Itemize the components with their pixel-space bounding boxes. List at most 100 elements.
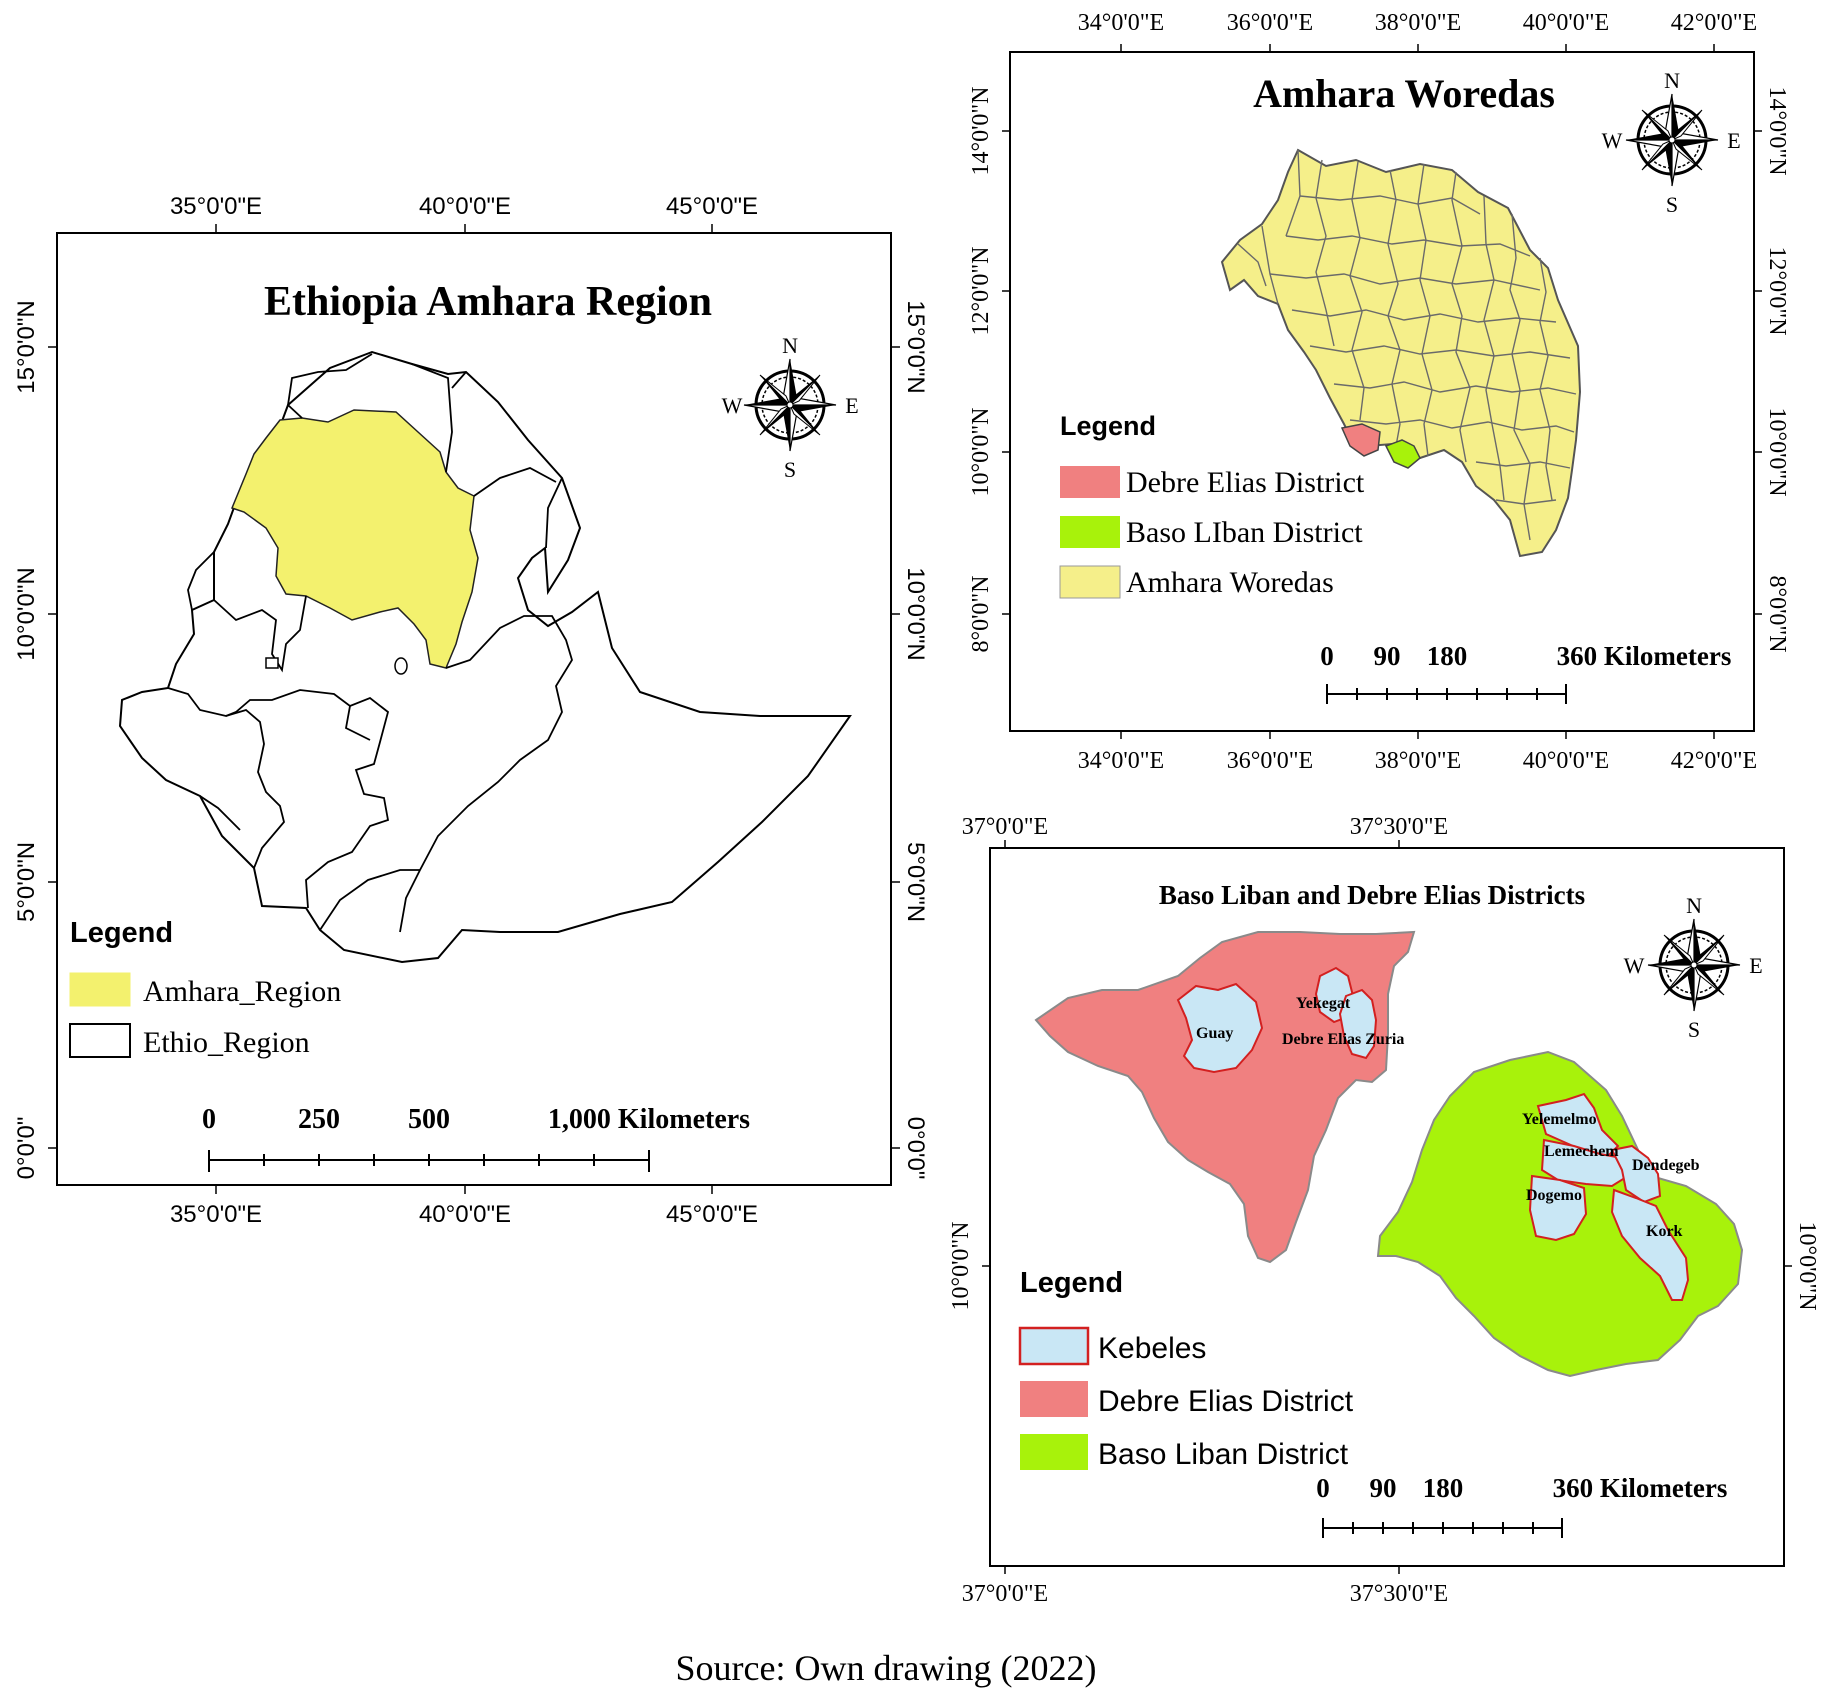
map1-lat-tick-left: 10°0'0"N <box>13 567 40 660</box>
map2-baso-liban-shape <box>1384 439 1421 469</box>
svg-text:S: S <box>784 457 796 482</box>
kebele-yelemelmo-shape <box>1536 1092 1620 1158</box>
svg-text:N: N <box>1664 68 1680 93</box>
kebele-debre-elias-zuria-shape <box>1338 988 1378 1060</box>
map1-title: Ethiopia Amhara Region <box>264 279 712 325</box>
svg-text:S: S <box>1666 192 1678 217</box>
amhara-region-shape <box>231 409 479 669</box>
kebele-label: Guay <box>1196 1025 1233 1042</box>
ethiopia-internal-borders <box>167 353 573 933</box>
kebele-dendegeb-shape <box>1610 1144 1662 1204</box>
svg-text:0: 0 <box>1320 641 1334 671</box>
map3-lat-tick-left: 10°0'0"N <box>948 1221 974 1310</box>
map-ethiopia-amhara: 35°0'0"E 40°0'0"E 45°0'0"E 35°0'0"E 40°0… <box>13 193 929 1228</box>
kebele-label: Dendegeb <box>1632 1157 1700 1174</box>
map2-title: Amhara Woredas <box>1253 71 1555 116</box>
svg-text:37°30'0"E: 37°30'0"E <box>1350 814 1448 840</box>
map3-title: Baso Liban and Debre Elias Districts <box>1159 880 1585 910</box>
svg-text:12°0'0"N: 12°0'0"N <box>968 246 994 335</box>
svg-text:N: N <box>782 333 798 358</box>
svg-text:8°0'0"N: 8°0'0"N <box>968 575 994 652</box>
svg-text:250: 250 <box>298 1104 340 1135</box>
kebele-dogemo-shape <box>1528 1174 1588 1242</box>
svg-text:38°0'0"E: 38°0'0"E <box>1375 10 1461 36</box>
figure-caption: Source: Own drawing (2022) <box>676 1648 1097 1688</box>
map3-debre-elias-shape <box>1034 930 1416 1264</box>
map2-compass-icon: N S E W <box>1602 68 1741 217</box>
svg-text:90: 90 <box>1370 1473 1397 1503</box>
svg-text:W: W <box>1624 953 1645 978</box>
svg-text:10°0'0"N: 10°0'0"N <box>968 407 994 496</box>
svg-text:180: 180 <box>1423 1473 1464 1503</box>
svg-text:0: 0 <box>1316 1473 1330 1503</box>
map3-lon-ticks-top: 37°0'0"E 37°30'0"E <box>962 814 1448 848</box>
map1-lat-tick-right: 0°0'0" <box>902 1117 929 1180</box>
ethiopia-enclave <box>265 657 279 669</box>
map1-lon-ticks-bottom: 35°0'0"E 40°0'0"E 45°0'0"E <box>170 1185 758 1228</box>
svg-text:38°0'0"E: 38°0'0"E <box>1375 748 1461 774</box>
kebele-label: Debre Elias Zuria <box>1282 1031 1404 1048</box>
svg-text:14°0'0"N: 14°0'0"N <box>1764 86 1790 175</box>
legend-swatch-ethio <box>69 1023 131 1058</box>
map3-lat-ticks: 10°0'0"N 10°0'0"N <box>948 1221 1820 1310</box>
map2-lat-ticks-left: 14°0'0"N 12°0'0"N 10°0'0"N 8°0'0"N <box>968 86 1010 653</box>
map3-scale-bar: 0 90 180 360 Kilometers <box>1316 1473 1727 1538</box>
svg-text:36°0'0"E: 36°0'0"E <box>1227 10 1313 36</box>
map3-lat-tick-right: 10°0'0"N <box>1794 1221 1820 1310</box>
map2-debre-elias-shape <box>1340 423 1381 457</box>
svg-text:N: N <box>1686 893 1702 918</box>
map1-lat-tick-left: 5°0'0"N <box>13 842 40 922</box>
kebele-label: Dogemo <box>1526 1187 1582 1204</box>
map-amhara-woredas: 34°0'0"E 36°0'0"E 38°0'0"E 40°0'0"E 42°0… <box>968 10 1790 774</box>
map3-compass-icon: N S E W <box>1624 893 1763 1042</box>
map3-legend: Legend Kebeles Debre Elias District Baso… <box>1018 1267 1354 1471</box>
svg-text:Debre Elias District: Debre Elias District <box>1098 1385 1354 1418</box>
map1-legend: Legend Amhara_Region Ethio_Region <box>69 917 341 1059</box>
svg-text:S: S <box>1688 1017 1700 1042</box>
svg-text:360 Kilometers: 360 Kilometers <box>1557 641 1732 671</box>
woreda-boundaries <box>1237 149 1577 541</box>
svg-text:12°0'0"N: 12°0'0"N <box>1764 246 1790 335</box>
svg-text:36°0'0"E: 36°0'0"E <box>1227 748 1313 774</box>
map1-lat-tick-right: 15°0'0"N <box>902 300 929 393</box>
map1-lat-ticks-left: 15°0'0"N 10°0'0"N 5°0'0"N 0°0'0" <box>13 300 57 1179</box>
legend-swatch-baso-liban <box>1020 1434 1088 1470</box>
svg-text:37°0'0"E: 37°0'0"E <box>962 814 1048 840</box>
kebele-lemechem-shape <box>1540 1138 1630 1188</box>
map1-lat-ticks-right: 15°0'0"N 10°0'0"N 5°0'0"N 0°0'0" <box>891 300 929 1179</box>
svg-text:Baso Liban District: Baso Liban District <box>1098 1438 1349 1471</box>
map1-lon-tick-bottom: 40°0'0"E <box>419 1201 511 1228</box>
svg-text:500: 500 <box>408 1104 450 1135</box>
map1-lon-tick-bottom: 45°0'0"E <box>666 1201 758 1228</box>
svg-text:8°0'0"N: 8°0'0"N <box>1764 575 1790 652</box>
legend-swatch-debre-elias <box>1020 1381 1088 1417</box>
legend-swatch-baso-liban <box>1060 516 1120 548</box>
map1-lat-tick-right: 10°0'0"N <box>902 567 929 660</box>
legend-swatch-kebeles <box>1018 1326 1090 1366</box>
svg-text:34°0'0"E: 34°0'0"E <box>1078 748 1164 774</box>
svg-text:37°30'0"E: 37°30'0"E <box>1350 1581 1448 1607</box>
map1-legend-item-label: Ethio_Region <box>143 1026 310 1059</box>
svg-text:E: E <box>1749 953 1762 978</box>
map1-legend-item-label: Amhara_Region <box>143 975 341 1008</box>
svg-text:W: W <box>1602 128 1623 153</box>
map1-lat-tick-left: 15°0'0"N <box>13 300 40 393</box>
map3-legend-title: Legend <box>1020 1267 1123 1299</box>
kebele-kork-shape <box>1610 1188 1690 1301</box>
map1-lon-tick-top: 35°0'0"E <box>170 193 262 220</box>
kebele-label: Lemechem <box>1544 1143 1619 1160</box>
svg-text:10°0'0"N: 10°0'0"N <box>1764 407 1790 496</box>
kebele-label: Yekegat <box>1296 995 1351 1012</box>
svg-text:Baso LIban District: Baso LIban District <box>1126 516 1363 549</box>
map3-lon-ticks-bottom: 37°0'0"E 37°30'0"E <box>962 1566 1448 1607</box>
svg-text:40°0'0"E: 40°0'0"E <box>1523 10 1609 36</box>
svg-text:360 Kilometers: 360 Kilometers <box>1553 1473 1728 1503</box>
svg-text:37°0'0"E: 37°0'0"E <box>962 1581 1048 1607</box>
legend-swatch-amhara <box>69 972 131 1007</box>
map1-compass-icon: N S E W <box>722 333 859 482</box>
map1-lon-ticks-top: 35°0'0"E 40°0'0"E 45°0'0"E <box>170 193 758 233</box>
map2-lon-ticks-top: 34°0'0"E 36°0'0"E 38°0'0"E 40°0'0"E 42°0… <box>1078 10 1757 52</box>
svg-text:Amhara Woredas: Amhara Woredas <box>1126 566 1334 599</box>
svg-text:W: W <box>722 393 743 418</box>
